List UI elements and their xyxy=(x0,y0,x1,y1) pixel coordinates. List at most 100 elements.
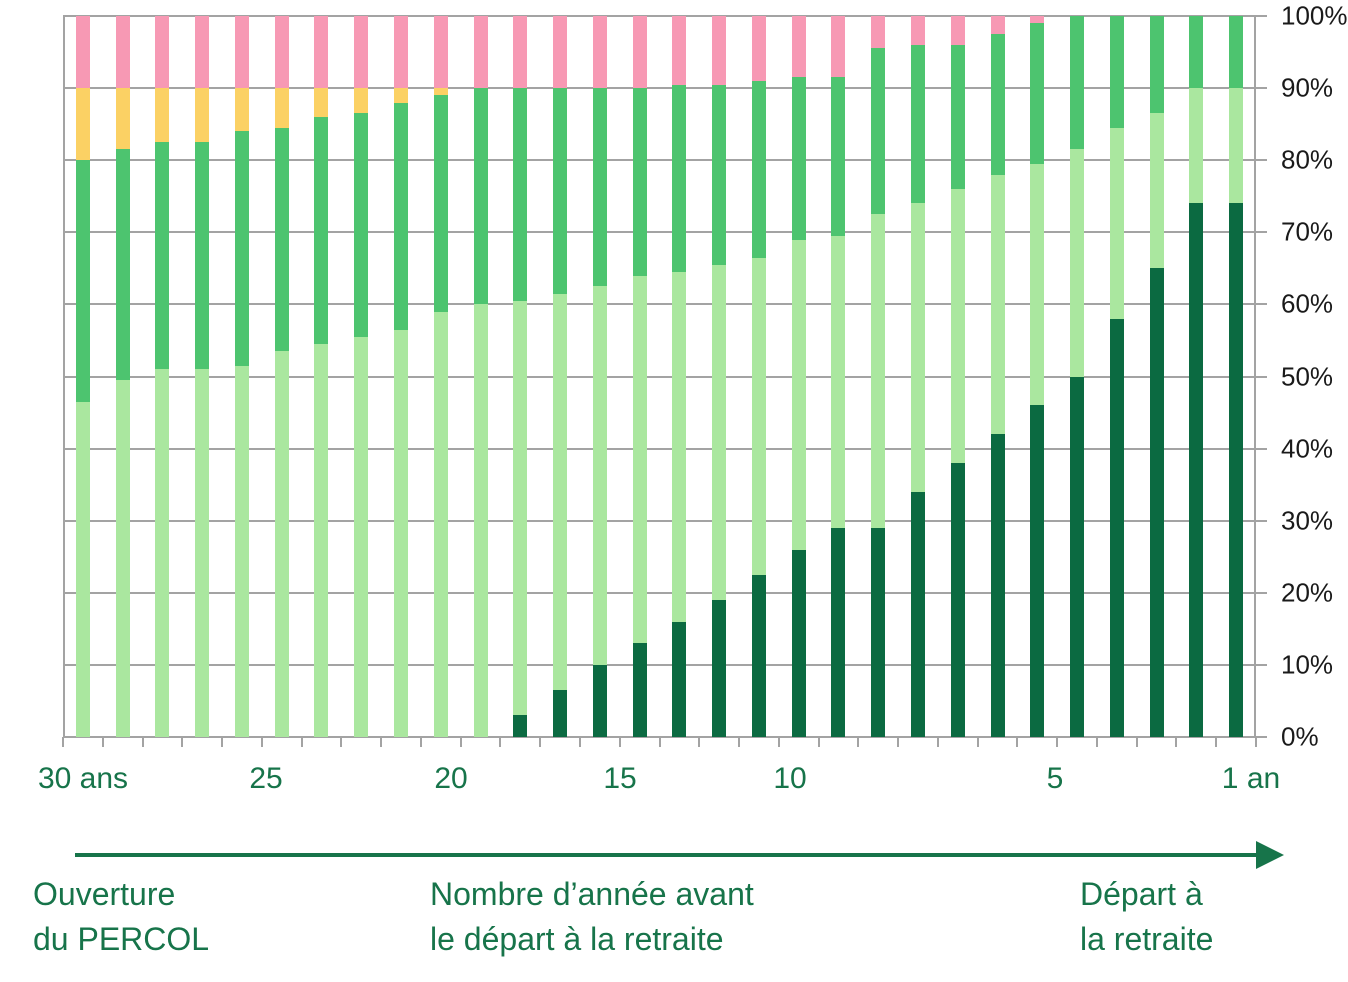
x-tick xyxy=(380,737,383,747)
bar-segment-dark_green xyxy=(871,527,886,737)
bar-segment-medium_green xyxy=(354,113,369,337)
caption-line: Ouverture xyxy=(33,876,176,912)
bar-segment-pink xyxy=(195,16,210,89)
x-tick xyxy=(936,737,939,747)
bar-segment-dark_green xyxy=(672,621,687,737)
bar-segment-dark_green xyxy=(910,491,925,737)
bar-segment-medium_green xyxy=(1189,16,1204,89)
gridline-90% xyxy=(63,87,1256,90)
x-tick-label: 5 xyxy=(1046,762,1064,795)
bar-segment-pink xyxy=(712,16,727,85)
x-tick xyxy=(62,737,64,747)
y-tick-label: 20% xyxy=(1281,577,1334,608)
bar-segment-pink xyxy=(871,16,886,49)
y-tick xyxy=(1248,15,1267,17)
bar-segment-light_green xyxy=(394,329,409,737)
gridline-40% xyxy=(63,447,1256,450)
bar-segment-medium_green xyxy=(473,88,488,305)
y-tick xyxy=(1248,231,1267,234)
bar-segment-light_green xyxy=(115,380,130,737)
bar-segment-light_green xyxy=(632,275,647,644)
bar-segment-yellow xyxy=(394,88,409,103)
y-tick-label: 90% xyxy=(1281,72,1334,103)
y-tick xyxy=(1248,375,1267,378)
gridline-100% xyxy=(63,15,1256,17)
bar-segment-dark_green xyxy=(553,690,568,737)
bar-segment-light_green xyxy=(751,257,766,575)
bar-segment-light_green xyxy=(592,286,607,665)
gridline-80% xyxy=(63,159,1256,162)
x-tick xyxy=(141,737,144,747)
x-tick xyxy=(221,737,224,747)
timeline-arrowhead-icon xyxy=(1256,841,1284,869)
x-tick xyxy=(1255,737,1257,747)
caption-line: le départ à la retraite xyxy=(430,921,724,957)
bar-segment-light_green xyxy=(433,311,448,737)
y-tick-label: 100% xyxy=(1281,0,1348,31)
bar-segment-pink xyxy=(234,16,249,89)
x-tick xyxy=(897,737,900,747)
caption-line: la retraite xyxy=(1080,921,1214,957)
bar-segment-light_green xyxy=(990,174,1005,435)
bar-segment-medium_green xyxy=(155,142,170,370)
gridline-60% xyxy=(63,303,1256,306)
x-tick xyxy=(578,737,581,747)
bar-segment-dark_green xyxy=(1149,268,1164,737)
bar-segment-light_green xyxy=(274,351,289,737)
bar-segment-medium_green xyxy=(195,142,210,370)
bar-segment-pink xyxy=(354,16,369,89)
bar-segment-medium_green xyxy=(75,160,90,402)
x-tick-label: 10 xyxy=(773,762,807,795)
bar-segment-dark_green xyxy=(791,549,806,737)
y-tick xyxy=(1248,663,1267,666)
x-tick xyxy=(1095,737,1098,747)
bar-segment-light_green xyxy=(473,304,488,737)
bar-segment-pink xyxy=(75,16,90,89)
x-tick xyxy=(459,737,462,747)
y-tick-label: 50% xyxy=(1281,361,1334,391)
x-tick xyxy=(539,737,542,747)
bar-segment-medium_green xyxy=(1109,16,1124,128)
x-tick xyxy=(698,737,701,747)
bar-segment-dark_green xyxy=(513,715,528,737)
bar-segment-light_green xyxy=(712,264,727,601)
y-tick-label: 30% xyxy=(1281,505,1334,536)
x-tick xyxy=(817,737,820,747)
y-tick xyxy=(1248,303,1267,306)
bar-segment-pink xyxy=(910,16,925,45)
bar-segment-medium_green xyxy=(950,44,965,190)
bar-segment-medium_green xyxy=(592,88,607,287)
bar-segment-medium_green xyxy=(632,88,647,276)
bar-segment-yellow xyxy=(75,88,90,161)
bar-segment-dark_green xyxy=(592,664,607,737)
bar-segment-light_green xyxy=(1109,127,1124,319)
x-tick xyxy=(181,737,184,747)
caption-depart-retraite: Départ à la retraite xyxy=(1080,872,1213,962)
bar-segment-medium_green xyxy=(791,77,806,240)
x-tick xyxy=(1016,737,1019,747)
x-tick xyxy=(419,737,422,747)
bar-segment-dark_green xyxy=(950,463,965,737)
x-tick-label: 25 xyxy=(249,762,283,795)
y-tick xyxy=(1248,87,1267,90)
y-tick xyxy=(1248,447,1267,450)
x-tick xyxy=(976,737,979,747)
gridline-10% xyxy=(63,663,1256,666)
bar-segment-light_green xyxy=(950,189,965,464)
x-tick xyxy=(618,737,621,747)
bar-segment-yellow xyxy=(234,88,249,132)
gridline-0% xyxy=(63,736,1256,738)
bar-segment-medium_green xyxy=(513,88,528,301)
bar-segment-light_green xyxy=(513,300,528,716)
bar-segment-light_green xyxy=(1189,88,1204,204)
x-tick-label: 1 an xyxy=(1221,762,1281,795)
gridline-70% xyxy=(63,231,1256,234)
bar-segment-light_green xyxy=(314,344,329,737)
bar-segment-pink xyxy=(513,16,528,89)
bar-segment-medium_green xyxy=(751,80,766,258)
bar-segment-pink xyxy=(672,16,687,85)
bar-segment-light_green xyxy=(195,369,210,737)
bar-segment-light_green xyxy=(1030,163,1045,406)
timeline-arrow xyxy=(75,853,1259,857)
bar-segment-medium_green xyxy=(314,116,329,345)
